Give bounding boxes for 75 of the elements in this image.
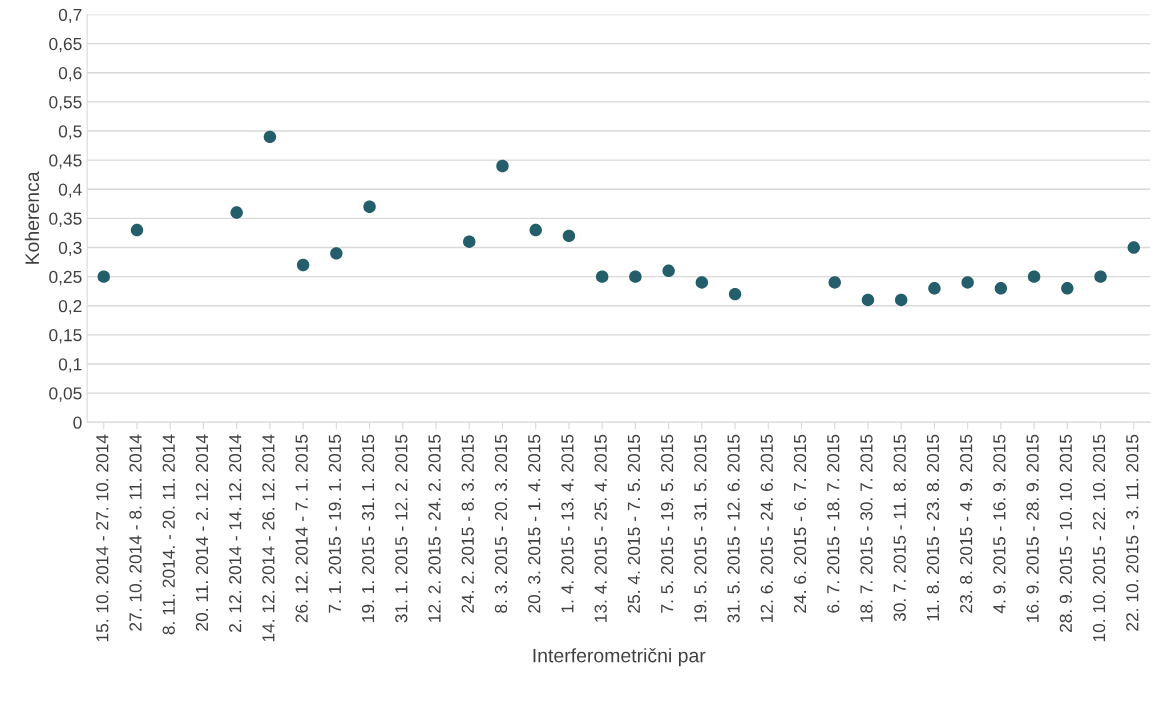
point <box>861 293 875 307</box>
point <box>263 130 277 144</box>
point <box>595 270 609 283</box>
x-tick-label: 12. 6. 2015 - 24. 6. 2015 <box>760 434 773 622</box>
x-tick-label: 19. 5. 2015 - 31. 5. 2015 <box>694 434 707 622</box>
point <box>130 223 144 237</box>
y-tick-label: 0,35 <box>49 212 82 227</box>
point <box>529 223 542 237</box>
x-tick-label: 20. 11. 2014 - 2. 12. 2014 <box>195 434 209 631</box>
point <box>961 276 974 289</box>
point <box>1027 270 1041 283</box>
point <box>97 270 110 283</box>
point <box>994 282 1008 295</box>
x-tick-label: 1. 4. 2015 - 13. 4. 2015 <box>561 434 574 613</box>
x-tick-label: 24. 2. 2015 - 8. 3. 2015 <box>461 434 474 613</box>
point <box>728 287 742 301</box>
x-tick-label: 10. 10. 2015 - 22. 10. 2015 <box>1092 434 1106 642</box>
x-tick-label: 2. 12. 2014 - 14. 12. 2014 <box>229 434 242 632</box>
x-tick-label: 14. 12. 2014 - 26. 12. 2014 <box>262 434 275 642</box>
x-tick-label: 20. 3. 2015 - 1. 4. 2015 <box>528 434 541 613</box>
x-tick-label: 26. 12. 2014 - 7. 1. 2015 <box>295 434 308 623</box>
x-tick-label: 30. 7. 2015 - 11. 8. 2015 <box>893 434 906 622</box>
y-tick-label: 0,2 <box>58 299 82 315</box>
x-tick-label: 23. 8. 2015 - 4. 9. 2015 <box>960 434 973 613</box>
point <box>230 206 243 219</box>
x-tick-label: 8. 11. 2014. - 20. 11. 2014 <box>162 434 175 635</box>
point <box>1094 270 1107 283</box>
point <box>562 229 576 243</box>
x-tick-label: 25. 4. 2015 - 7. 5. 2015 <box>627 434 641 613</box>
y-tick-label: 0,45 <box>49 154 82 169</box>
y-tick-label: 0,4 <box>58 183 82 198</box>
x-axis-title: Interferometrični par <box>533 648 706 667</box>
y-tick-label: 0,7 <box>58 8 82 24</box>
x-tick-label: 12. 2. 2015 - 24. 2. 2015 <box>428 434 441 622</box>
x-tick-label: 7. 5. 2015 - 19. 5. 2015 <box>660 434 674 613</box>
y-tick-label: 0,5 <box>58 125 82 140</box>
point <box>296 258 310 272</box>
x-tick-label: 24. 6. 2015 - 6. 7. 2015 <box>793 434 807 613</box>
point <box>828 276 841 289</box>
y-tick-label: 0,6 <box>58 66 82 82</box>
x-tick-label: 4. 9. 2015 - 16. 9. 2015 <box>993 434 1006 614</box>
y-tick-label: 0,65 <box>49 37 82 53</box>
x-tick-label: 13. 4. 2015 - 25. 4. 2015 <box>594 434 607 622</box>
x-tick-label: 19. 1. 2015 - 31. 1. 2015 <box>361 434 375 622</box>
point <box>1061 282 1074 295</box>
x-tick-label: 22. 10. 2015 - 3. 11. 2015 <box>1126 434 1139 631</box>
point <box>928 282 941 295</box>
point <box>363 200 376 213</box>
y-tick-label: 0 <box>73 416 82 429</box>
point <box>629 270 642 283</box>
x-tick-label: 18. 7. 2015 - 30. 7. 2015 <box>860 434 873 622</box>
x-tick-label: 28. 9. 2015 - 10. 10. 2015 <box>1059 434 1072 632</box>
x-tick-label: 6. 7. 2015 - 18. 7. 2015 <box>827 434 840 613</box>
x-tick-label: 11. 8. 2015 - 23. 8. 2015 <box>926 434 940 621</box>
y-tick-label: 0,1 <box>58 358 82 373</box>
y-axis-title: Koherenca <box>24 171 40 264</box>
y-tick-label: 0,3 <box>58 241 82 257</box>
point <box>330 247 343 260</box>
x-tick-label: 31. 5. 2015 - 12. 6. 2015 <box>727 434 740 623</box>
y-tick-label: 0,55 <box>49 96 82 111</box>
x-tick-label: 27. 10. 2014 - 8. 11. 2014 <box>129 434 142 631</box>
x-tick-label: 31. 1. 2015 - 12. 2. 2015 <box>395 434 408 623</box>
point <box>695 276 709 289</box>
point <box>463 235 476 248</box>
y-tick-label: 0,05 <box>49 387 82 402</box>
x-tick-label: 16. 9. 2015 - 28. 9. 2015 <box>1026 434 1039 622</box>
y-tick-label: 0,25 <box>49 270 82 286</box>
point <box>662 264 675 278</box>
x-tick-label: 8. 3. 2015 - 20. 3. 2015 <box>494 434 508 613</box>
point <box>496 159 509 173</box>
x-tick-label: 15. 10. 2014 - 27. 10. 2014 <box>96 434 109 642</box>
y-tick-label: 0,15 <box>49 329 82 344</box>
point <box>1127 241 1140 254</box>
point <box>894 293 908 307</box>
x-tick-label: 7. 1. 2015 - 19. 1. 2015 <box>328 434 341 613</box>
